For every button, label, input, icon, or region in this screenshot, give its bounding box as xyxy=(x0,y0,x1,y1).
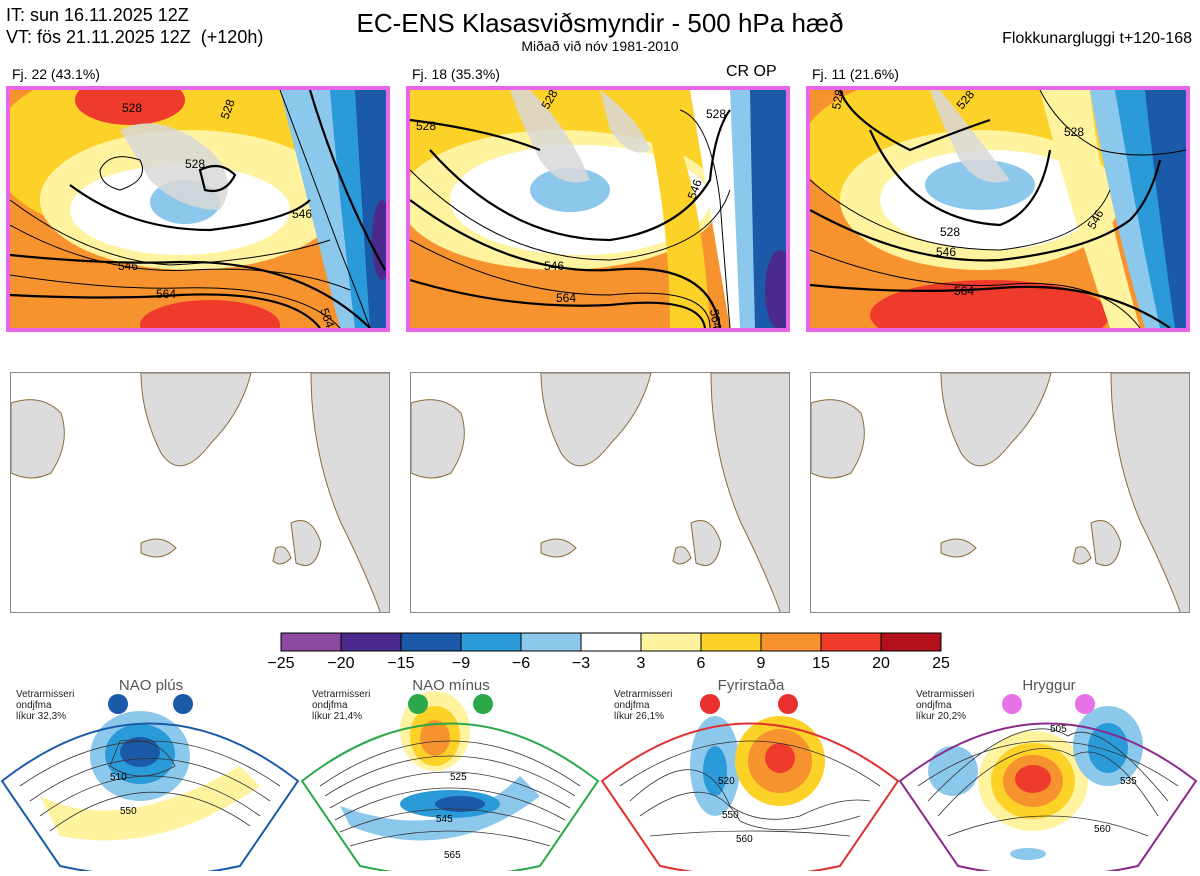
cluster-3-map: 528 528 528 528 546 546 564 xyxy=(806,86,1190,332)
colorbar-swatch xyxy=(880,632,942,652)
colorbar-tick-label: 20 xyxy=(872,655,890,672)
regime-nao-plus: 510 550 NAO plús Vetrarmisseri ondjfma lík… xyxy=(0,676,302,876)
colorbar-tick-label: −6 xyxy=(511,655,531,672)
contour-label: 564 xyxy=(954,284,974,298)
page-subtitle: Miðað við nóv 1981-2010 xyxy=(521,38,679,54)
page-title: EC-ENS Klasasviðsmyndir - 500 hPa hæð xyxy=(356,8,844,38)
cluster-2-map: 528 528 528 546 546 564 564 xyxy=(406,86,790,332)
init-time: IT: sun 16.11.2025 12Z xyxy=(6,5,189,25)
colorbar-tick-label: 15 xyxy=(812,655,830,672)
colorbar-tick-label: 9 xyxy=(756,655,766,672)
colorbar-tick-label: −25 xyxy=(267,655,295,672)
regime-dot xyxy=(1002,694,1022,714)
contour-label: 528 xyxy=(829,90,846,111)
regime-note: Vetrarmisseri ondjfma líkur 32,3% xyxy=(16,689,75,722)
colorbar-swatch xyxy=(340,632,402,652)
colorbar-tick-label: 6 xyxy=(696,655,706,672)
colorbar-swatch xyxy=(700,632,762,652)
regime-dot xyxy=(173,694,193,714)
contour-label: 564 xyxy=(156,287,176,301)
colorbar-tick-label: −9 xyxy=(451,655,471,672)
contour-label: 528 xyxy=(416,119,436,133)
colorbar-tick-label: 25 xyxy=(932,655,950,672)
regime-contour-label: 545 xyxy=(436,814,453,825)
contour-label: 546 xyxy=(292,207,312,221)
run-info: IT: sun 16.11.2025 12Z VT: fös 21.11.202… xyxy=(6,4,263,48)
regime-contour-label: 505 xyxy=(1050,724,1067,735)
regime-contour-label: 520 xyxy=(718,776,735,787)
colorbar-swatch xyxy=(580,632,642,652)
contour-label: 546 xyxy=(685,177,705,201)
contour-label: 564 xyxy=(707,308,724,328)
colorbar-tick-label: −3 xyxy=(571,655,591,672)
contour-label: 546 xyxy=(936,245,956,259)
control-operational-tag: CR OP xyxy=(726,63,777,80)
colorbar-swatch xyxy=(640,632,702,652)
colorbar-swatch xyxy=(760,632,822,652)
colorbar-swatch xyxy=(400,632,462,652)
regime-note: Vetrarmisseri ondjfma líkur 26,1% xyxy=(614,689,673,722)
regime-dot xyxy=(700,694,720,714)
regime-dot xyxy=(473,694,493,714)
colorbar-swatch xyxy=(280,632,342,652)
contour-label: 564 xyxy=(317,306,337,328)
regime-title: NAO plús xyxy=(118,677,184,694)
contour-label: 546 xyxy=(544,259,564,273)
cluster-1-map: 528 528 528 546 546 564 564 xyxy=(6,86,390,332)
cluster-3-label: Fj. 11 (21.6%) xyxy=(812,66,899,82)
regime-dot xyxy=(778,694,798,714)
contour-label: 564 xyxy=(556,291,576,305)
cluster-window: Flokkunargluggi t+120-168 xyxy=(1002,30,1192,47)
cluster-1-label: Fj. 22 (43.1%) xyxy=(12,66,100,82)
regime-title: NAO mínus xyxy=(412,677,490,694)
regime-dot xyxy=(1075,694,1095,714)
valid-time: VT: fös 21.11.2025 12Z (+120h) xyxy=(6,27,264,47)
base-map-1 xyxy=(10,372,390,613)
regime-contour-label: 550 xyxy=(120,806,137,817)
regime-note: Vetrarmisseri ondjfma líkur 20,2% xyxy=(916,689,975,722)
regime-contour-label: 560 xyxy=(736,834,753,845)
colorbar xyxy=(280,632,942,652)
contour-label: 528 xyxy=(185,157,205,171)
regime-contour-label: 510 xyxy=(110,772,127,783)
regime-title: Fyrirstaða xyxy=(717,677,785,694)
regime-contour-label: 535 xyxy=(1120,776,1137,787)
regime-ridge: 505 535 560 Hryggur Vetrarmisseri ondjfma… xyxy=(898,676,1200,876)
regime-blocking: 520 550 560 Fyrirstaða Vetrarmisseri ondj… xyxy=(600,676,902,876)
colorbar-tick-label: 3 xyxy=(636,655,646,672)
contour-label: 528 xyxy=(940,225,960,239)
regime-contour-label: 560 xyxy=(1094,824,1111,835)
regime-contour-label: 550 xyxy=(722,810,739,821)
regime-dot xyxy=(408,694,428,714)
contour-label: 528 xyxy=(1064,125,1084,139)
contour-label: 528 xyxy=(706,107,726,121)
colorbar-swatch xyxy=(820,632,882,652)
regime-nao-minus: 525 545 565 NAO mínus Vetrarmisseri ondjf… xyxy=(300,676,602,876)
contour-label: 528 xyxy=(218,97,238,121)
contour-label: 528 xyxy=(122,101,142,115)
colorbar-swatch xyxy=(520,632,582,652)
regime-contour-label: 565 xyxy=(444,850,461,861)
regime-dot xyxy=(108,694,128,714)
regime-note: Vetrarmisseri ondjfma líkur 21,4% xyxy=(312,689,371,722)
regime-contour-label: 525 xyxy=(450,772,467,783)
cluster-2-label: Fj. 18 (35.3%) xyxy=(412,66,500,82)
base-map-3 xyxy=(810,372,1190,613)
colorbar-tick-label: −15 xyxy=(387,655,415,672)
colorbar-swatch xyxy=(460,632,522,652)
colorbar-tick-label: −20 xyxy=(327,655,355,672)
regime-title: Hryggur xyxy=(1022,677,1076,694)
base-map-2 xyxy=(410,372,790,613)
contour-label: 546 xyxy=(118,259,138,273)
